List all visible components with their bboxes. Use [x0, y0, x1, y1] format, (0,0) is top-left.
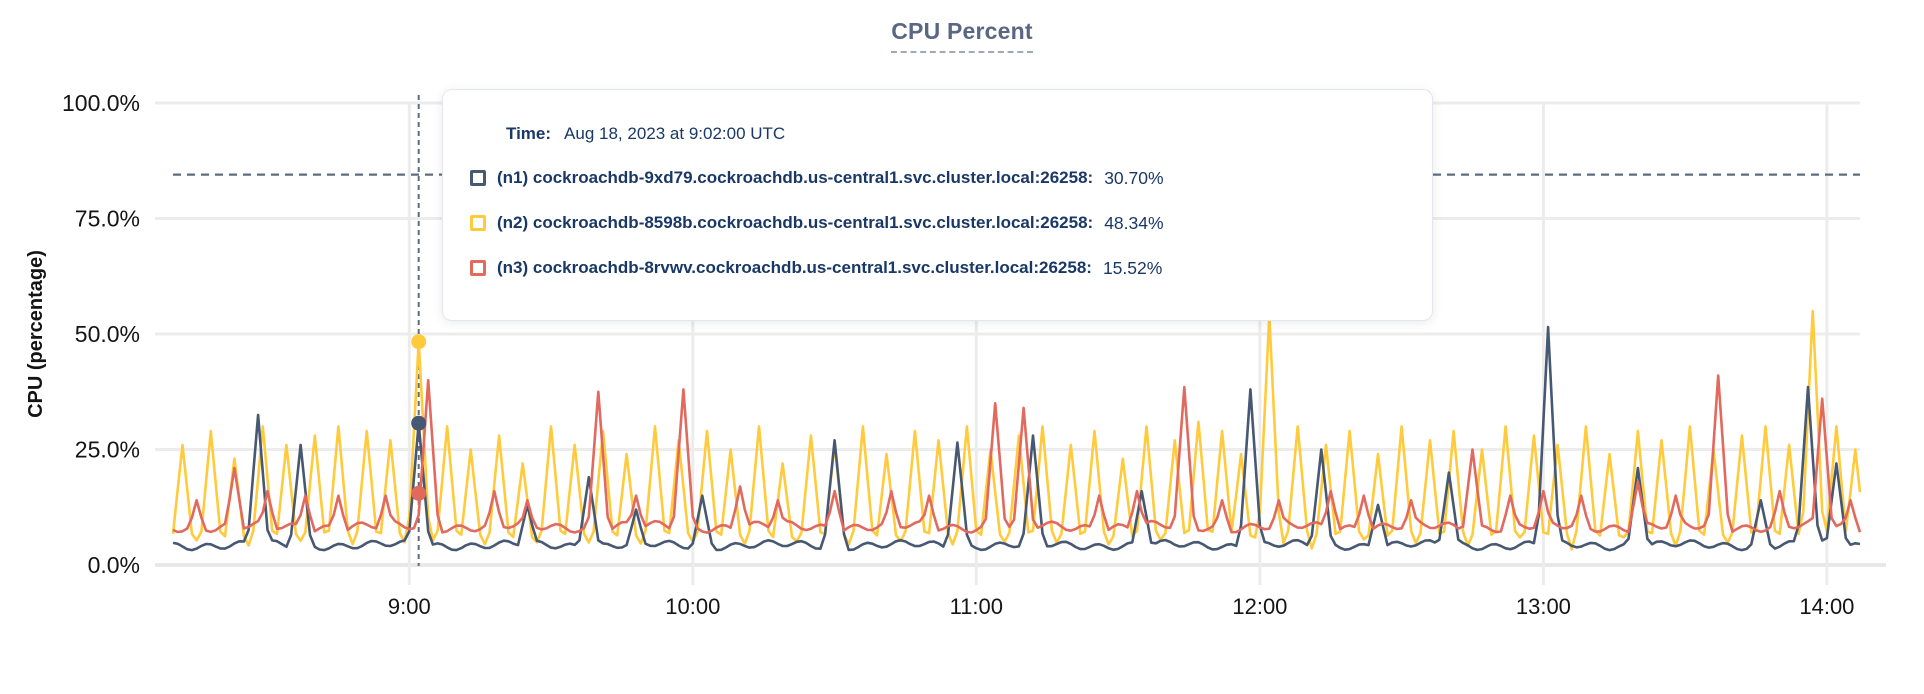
- series-value-n2: 48.34%: [1104, 212, 1164, 233]
- svg-text:11:00: 11:00: [950, 594, 1003, 619]
- svg-text:13:00: 13:00: [1516, 594, 1571, 619]
- series-swatch-n1: [470, 170, 486, 186]
- series-label-n1: (n1) cockroachdb-9xd79.cockroachdb.us-ce…: [497, 168, 1094, 187]
- svg-text:50.0%: 50.0%: [75, 321, 140, 347]
- tooltip-time-label: Time:: [506, 124, 552, 143]
- svg-text:14:00: 14:00: [1799, 594, 1854, 619]
- series-label-n2: (n2) cockroachdb-8598b.cockroachdb.us-ce…: [497, 213, 1094, 232]
- tooltip-series-row-n2: (n2) cockroachdb-8598b.cockroachdb.us-ce…: [470, 208, 1402, 238]
- series-swatch-n2: [470, 215, 486, 231]
- chart-title-wrap: CPU Percent: [0, 18, 1924, 53]
- chart-title[interactable]: CPU Percent: [891, 18, 1033, 53]
- series-label-n3: (n3) cockroachdb-8rvwv.cockroachdb.us-ce…: [497, 258, 1092, 277]
- svg-text:CPU (percentage): CPU (percentage): [25, 250, 47, 418]
- tooltip-time-value: Aug 18, 2023 at 9:02:00 UTC: [564, 124, 786, 143]
- series-swatch-n3: [470, 260, 486, 276]
- series-value-n3: 15.52%: [1102, 257, 1163, 278]
- chart-tooltip: Time: Aug 18, 2023 at 9:02:00 UTC (n1) c…: [442, 89, 1433, 321]
- svg-text:0.0%: 0.0%: [88, 552, 140, 578]
- svg-text:10:00: 10:00: [665, 594, 720, 619]
- svg-text:12:00: 12:00: [1232, 594, 1287, 619]
- svg-text:25.0%: 25.0%: [75, 437, 140, 463]
- tooltip-time-row: Time: Aug 18, 2023 at 9:02:00 UTC: [506, 117, 1402, 151]
- tooltip-series-row-n3: (n3) cockroachdb-8rvwv.cockroachdb.us-ce…: [470, 253, 1402, 283]
- svg-text:9:00: 9:00: [388, 594, 431, 619]
- svg-text:75.0%: 75.0%: [75, 206, 140, 232]
- svg-text:100.0%: 100.0%: [62, 90, 140, 116]
- tooltip-series-row-n1: (n1) cockroachdb-9xd79.cockroachdb.us-ce…: [470, 163, 1402, 193]
- series-value-n1: 30.70%: [1104, 167, 1164, 188]
